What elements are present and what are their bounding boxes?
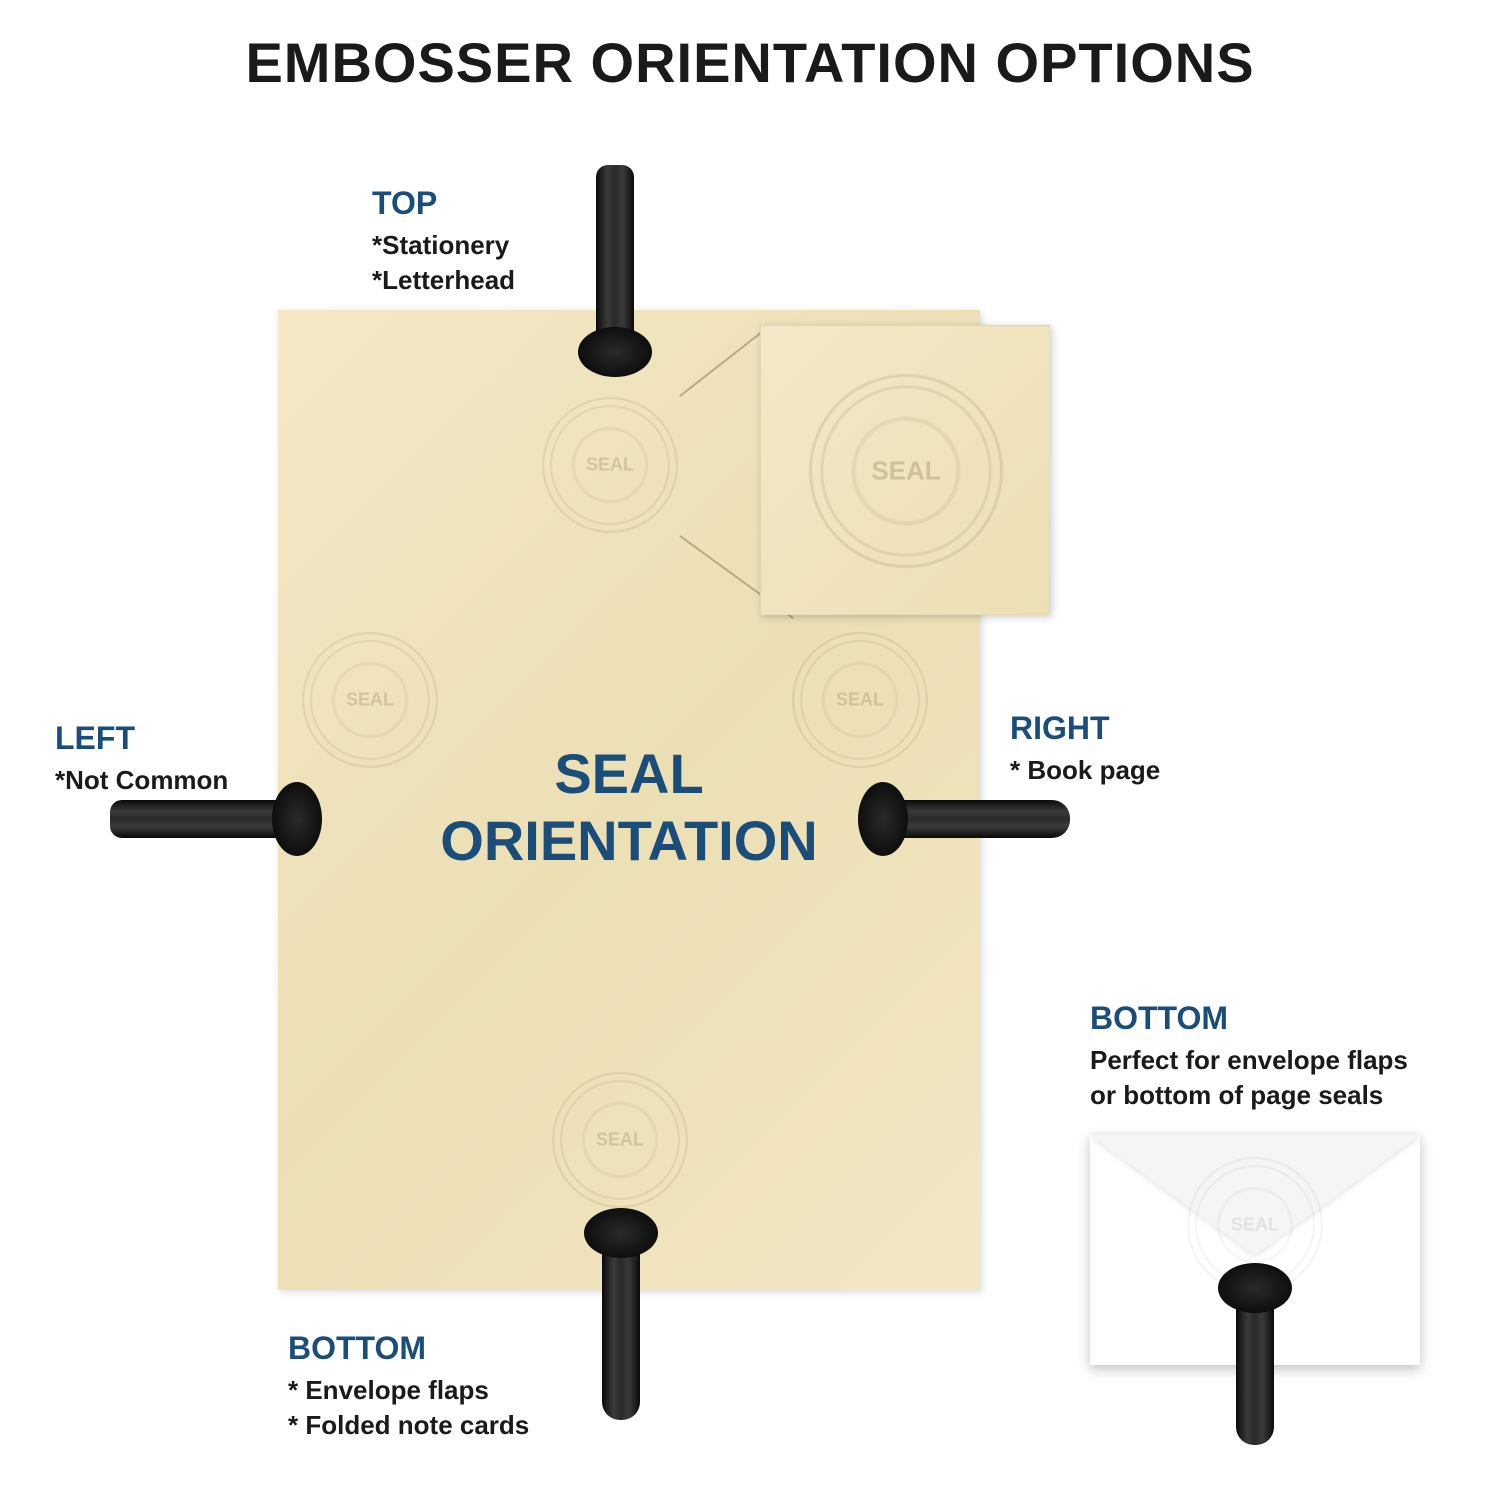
seal-bottom <box>550 1070 690 1210</box>
bottom-heading: BOTTOM <box>288 1330 529 1367</box>
bottom-line-2: * Folded note cards <box>288 1408 529 1443</box>
seal-detail-callout <box>760 325 1050 615</box>
bottom-detail-line-1: Perfect for envelope flaps <box>1090 1043 1408 1078</box>
left-label-block: LEFT *Not Common <box>55 720 228 798</box>
seal-detail <box>806 371 1006 571</box>
bottom-label-block: BOTTOM * Envelope flaps * Folded note ca… <box>288 1330 529 1443</box>
top-line-1: *Stationery <box>372 228 515 263</box>
left-line-1: *Not Common <box>55 763 228 798</box>
right-line-1: * Book page <box>1010 753 1160 788</box>
right-heading: RIGHT <box>1010 710 1160 747</box>
center-line-2: ORIENTATION <box>278 807 980 874</box>
bottom-line-1: * Envelope flaps <box>288 1373 529 1408</box>
top-label-block: TOP *Stationery *Letterhead <box>372 185 515 298</box>
left-heading: LEFT <box>55 720 228 757</box>
envelope <box>1090 1135 1420 1365</box>
bottom-detail-line-2: or bottom of page seals <box>1090 1078 1408 1113</box>
seal-top <box>540 395 680 535</box>
top-heading: TOP <box>372 185 515 222</box>
embosser-top <box>596 165 634 365</box>
center-line-1: SEAL <box>278 740 980 807</box>
bottom-detail-heading: BOTTOM <box>1090 1000 1408 1037</box>
main-title: EMBOSSER ORIENTATION OPTIONS <box>0 30 1500 95</box>
center-label: SEAL ORIENTATION <box>278 740 980 874</box>
bottom-detail-block: BOTTOM Perfect for envelope flaps or bot… <box>1090 1000 1408 1113</box>
top-line-2: *Letterhead <box>372 263 515 298</box>
envelope-embosser <box>1236 1275 1274 1445</box>
right-label-block: RIGHT * Book page <box>1010 710 1160 788</box>
embosser-bottom <box>602 1220 640 1420</box>
